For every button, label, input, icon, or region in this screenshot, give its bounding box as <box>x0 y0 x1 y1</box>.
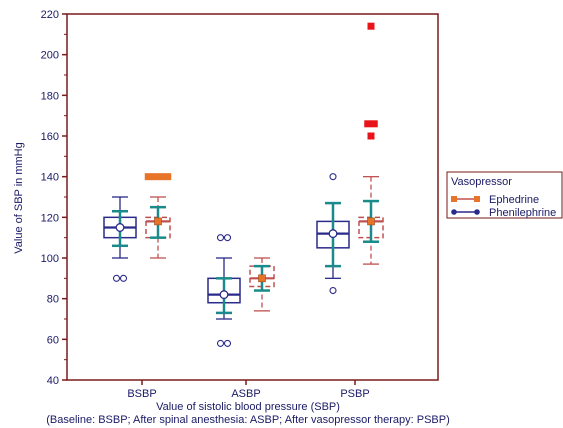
ephedrine-outlier <box>157 173 165 181</box>
ephedrine-outlier <box>151 173 159 181</box>
y-tick-label: 120 <box>41 212 59 224</box>
y-tick-label: 160 <box>41 131 59 143</box>
phenilephrine-outlier <box>223 339 232 347</box>
legend-phenilephrine-label: Phenilephrine <box>489 207 556 219</box>
y-tick-label: 220 <box>41 9 59 21</box>
legend-frame <box>446 171 563 219</box>
phenilephrine-mean-marker <box>219 290 229 300</box>
y-tick-label: 40 <box>47 375 59 387</box>
legend-phenilephrine-key <box>451 209 480 215</box>
phenilephrine-outlier <box>216 339 225 347</box>
ephedrine-outlier <box>144 173 152 181</box>
phenilephrine-mean-marker <box>115 223 125 232</box>
ephedrine-outlier <box>164 173 172 181</box>
legend-ephedrine-label: Ephedrine <box>489 194 539 206</box>
ephedrine-mean-marker <box>367 217 375 226</box>
phenilephrine-outlier <box>223 234 232 242</box>
y-axis-label: Value of SBP in mmHg <box>13 142 25 253</box>
phenilephrine-outlier <box>216 234 225 242</box>
phenilephrine-outlier <box>329 286 337 295</box>
ephedrine-outlier <box>364 120 372 128</box>
x-axis-label: Value of sistolic blood pressure (SBP) <box>156 401 340 413</box>
ephedrine-mean-marker <box>154 217 162 226</box>
x-tick-label: BSBP <box>127 388 156 400</box>
x-tick-label: PSBP <box>340 388 369 400</box>
ephedrine-outlier <box>367 132 375 140</box>
phenilephrine-outlier <box>329 173 337 181</box>
ephedrine-mean-marker <box>258 274 266 283</box>
phenilephrine-outlier <box>119 274 128 282</box>
ephedrine-outlier <box>370 120 378 128</box>
y-tick-label: 140 <box>41 172 59 184</box>
y-tick-label: 60 <box>47 334 59 346</box>
x-tick-label: ASBP <box>231 388 260 400</box>
y-tick-label: 180 <box>41 90 59 102</box>
y-tick-label: 80 <box>47 294 59 306</box>
x-axis-sublabel: (Baseline: BSBP; After spinal anesthesia… <box>46 414 450 426</box>
legend: Vasopressor Ephedrine Phenilephrine <box>446 171 563 219</box>
y-tick-label: 100 <box>41 253 59 265</box>
phenilephrine-outlier <box>112 274 121 282</box>
legend-title: Vasopressor <box>451 176 512 188</box>
y-tick-label: 200 <box>41 50 59 62</box>
ephedrine-outlier <box>367 22 375 30</box>
plot-layer: 40 60 80 100 120 140 160 180 200 220 BSBP ASBP PSBP <box>41 9 439 400</box>
legend-ephedrine-key <box>451 196 480 202</box>
phenilephrine-mean-marker <box>328 229 338 239</box>
